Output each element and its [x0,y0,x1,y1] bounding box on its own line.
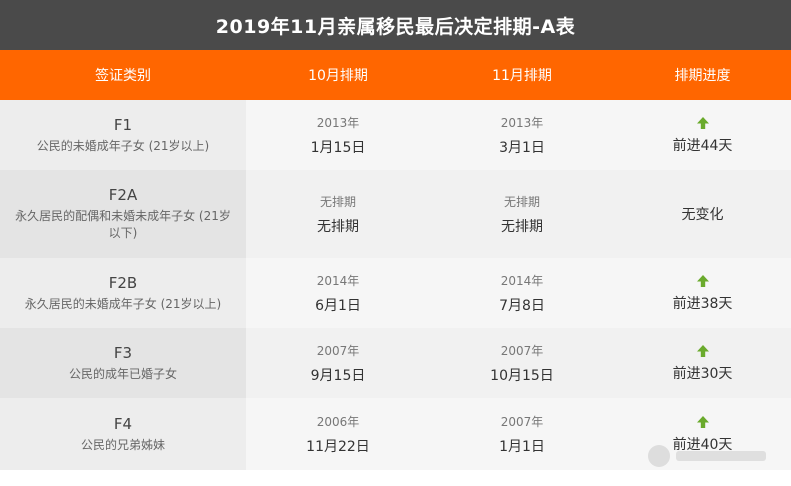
october-date: 无排期 [317,218,359,235]
header-november-date: 11月排期 [492,68,552,84]
arrow-up-icon [696,116,709,129]
table-row: F3 公民的成年已婚子女 2007年 9月15日 2007年 10月15日 前进… [0,328,791,398]
progress-text: 前进38天 [672,295,733,312]
november-cell: 2013年 3月1日 [430,100,614,170]
watermark [648,443,780,469]
october-cell: 2014年 6月1日 [246,258,430,328]
watermark-text-blur [676,451,766,461]
arrow-up-icon [696,274,709,287]
visa-code: F2B [108,273,138,292]
visa-description: 永久居民的未婚成年子女 (21岁以上) [24,296,222,311]
november-cell: 2007年 10月15日 [430,328,614,398]
progress-cell: 无变化 [614,170,791,258]
november-year: 2014年 [500,273,544,288]
october-year: 2014年 [316,273,360,288]
november-date: 无排期 [501,218,543,235]
visa-code: F3 [113,343,133,362]
category-cell: F1 公民的未婚成年子女 (21岁以上) [0,100,246,170]
table-header: 签证类别 10月排期 11月排期 排期进度 [0,50,791,100]
table-row: F2A 永久居民的配偶和未婚未成年子女 (21岁以下) 无排期 无排期 无排期 … [0,170,791,258]
header-october-date: 10月排期 [308,68,368,84]
table-title-text: 2019年11月亲属移民最后决定排期-A表 [215,15,576,38]
category-cell: F2A 永久居民的配偶和未婚未成年子女 (21岁以下) [0,170,246,258]
progress-text: 前进44天 [672,137,733,154]
november-date: 1月1日 [499,438,545,455]
progress-text: 无变化 [681,207,724,223]
progress-cell: 前进30天 [614,328,791,398]
table-title: 2019年11月亲属移民最后决定排期-A表 [0,0,791,50]
visa-description: 公民的未婚成年子女 (21岁以上) [36,138,210,153]
category-cell: F4 公民的兄弟姊妹 [0,398,246,470]
october-cell: 2006年 11月22日 [246,398,430,470]
table-row: F2B 永久居民的未婚成年子女 (21岁以上) 2014年 6月1日 2014年… [0,258,791,328]
visa-description: 公民的兄弟姊妹 [80,437,165,452]
november-date: 3月1日 [499,139,545,156]
visa-code: F1 [113,115,133,134]
category-cell: F3 公民的成年已婚子女 [0,328,246,398]
table-body: F1 公民的未婚成年子女 (21岁以上) 2013年 1月15日 2013年 3… [0,100,791,470]
november-date: 7月8日 [499,297,545,314]
october-year: 无排期 [319,194,356,209]
october-year: 2006年 [316,414,360,429]
october-date: 1月15日 [310,139,366,156]
october-date: 11月22日 [306,438,370,455]
november-cell: 2014年 7月8日 [430,258,614,328]
october-date: 6月1日 [315,297,361,314]
october-year: 2007年 [316,343,360,358]
november-year: 无排期 [503,194,540,209]
progress-text: 前进30天 [672,365,733,382]
october-cell: 2013年 1月15日 [246,100,430,170]
progress-cell: 前进38天 [614,258,791,328]
progress-cell: 前进44天 [614,100,791,170]
header-visa-category: 签证类别 [95,68,151,84]
visa-code: F4 [113,414,133,433]
november-cell: 2007年 1月1日 [430,398,614,470]
visa-description: 公民的成年已婚子女 [68,366,177,381]
arrow-up-icon [696,344,709,357]
arrow-up-icon [696,415,709,428]
visa-description: 永久居民的配偶和未婚未成年子女 (21岁以下) [15,209,231,240]
category-cell: F2B 永久居民的未婚成年子女 (21岁以上) [0,258,246,328]
november-date: 10月15日 [490,367,554,384]
november-year: 2007年 [500,414,544,429]
october-year: 2013年 [316,115,360,130]
november-year: 2007年 [500,343,544,358]
october-cell: 无排期 无排期 [246,170,430,258]
table-row: F1 公民的未婚成年子女 (21岁以上) 2013年 1月15日 2013年 3… [0,100,791,170]
october-cell: 2007年 9月15日 [246,328,430,398]
watermark-logo-icon [648,445,670,467]
november-cell: 无排期 无排期 [430,170,614,258]
november-year: 2013年 [500,115,544,130]
october-date: 9月15日 [310,367,366,384]
progress-text: 前进40天 [672,436,733,453]
header-progress: 排期进度 [674,68,731,84]
visa-code: F2A [108,186,138,204]
